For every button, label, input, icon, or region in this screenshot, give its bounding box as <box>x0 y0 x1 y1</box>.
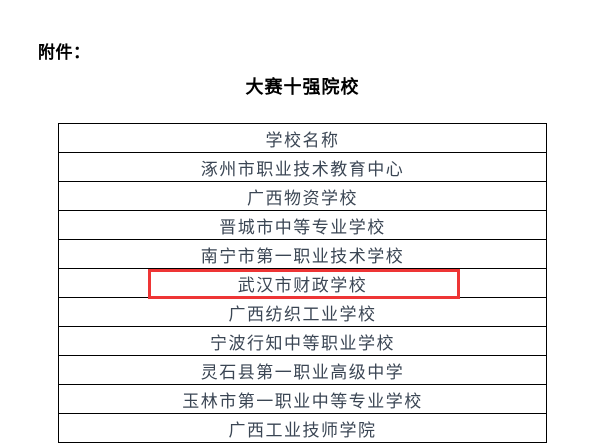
school-name-cell: 广西物资学校 <box>58 181 547 211</box>
table-row: 晋城市中等专业学校 <box>58 210 547 240</box>
table-row: 广西工业技师学院 <box>58 413 547 443</box>
table-row: 灵石县第一职业高级中学 <box>58 355 547 385</box>
table-row: 宁波行知中等职业学校 <box>58 326 547 356</box>
table-row: 广西物资学校 <box>58 181 547 211</box>
table-row: 广西纺织工业学校 <box>58 297 547 327</box>
school-name-cell: 涿州市职业技术教育中心 <box>58 152 547 182</box>
page-title: 大赛十强院校 <box>245 77 360 97</box>
table-row: 涿州市职业技术教育中心 <box>58 152 547 182</box>
table-header-row: 学校名称 <box>58 123 547 153</box>
schools-table-container: 学校名称 涿州市职业技术教育中心 广西物资学校 晋城市中等专业学校 南宁市第一职业技术… <box>58 123 547 443</box>
table-row: 南宁市第一职业技术学校 <box>58 239 547 269</box>
school-name-cell: 玉林市第一职业中等专业学校 <box>58 384 547 414</box>
school-name-cell: 广西纺织工业学校 <box>58 297 547 327</box>
schools-table: 学校名称 涿州市职业技术教育中心 广西物资学校 晋城市中等专业学校 南宁市第一职业技术… <box>58 123 547 443</box>
school-name-cell-highlighted: 武汉市财政学校 <box>58 268 547 298</box>
table-row: 玉林市第一职业中等专业学校 <box>58 384 547 414</box>
table-body: 涿州市职业技术教育中心 广西物资学校 晋城市中等专业学校 南宁市第一职业技术学校 武汉市… <box>58 152 547 443</box>
school-name-cell: 宁波行知中等职业学校 <box>58 326 547 356</box>
attachment-label: 附件： <box>38 43 91 62</box>
table-row: 武汉市财政学校 <box>58 268 547 298</box>
school-name-cell: 广西工业技师学院 <box>58 413 547 443</box>
school-name-cell: 晋城市中等专业学校 <box>58 210 547 240</box>
table-head: 学校名称 <box>58 123 547 153</box>
column-header-school-name: 学校名称 <box>58 123 547 153</box>
school-name-cell: 灵石县第一职业高级中学 <box>58 355 547 385</box>
school-name-cell: 南宁市第一职业技术学校 <box>58 239 547 269</box>
